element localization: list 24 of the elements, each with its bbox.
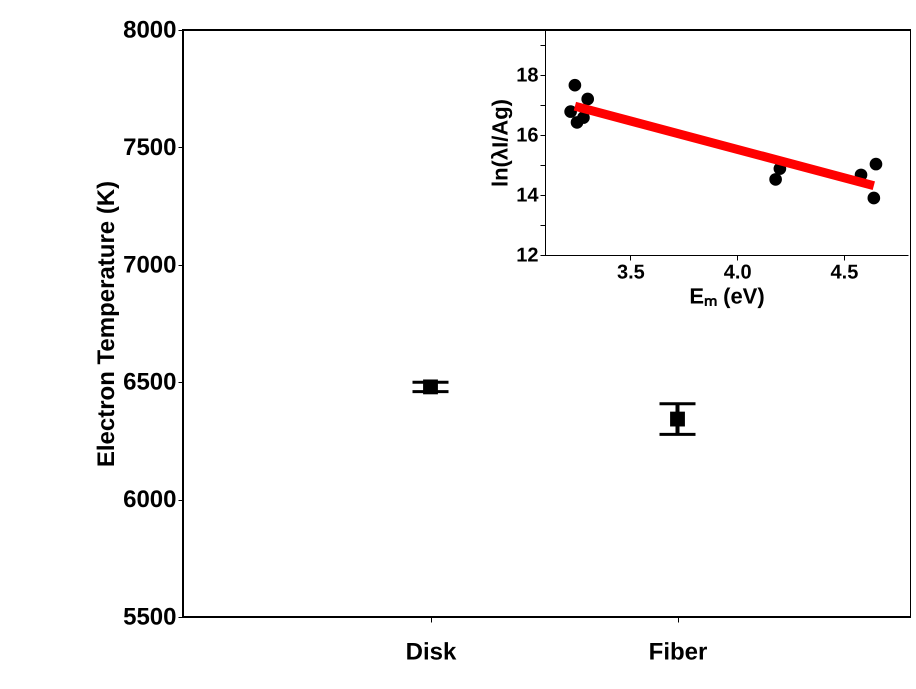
point	[564, 105, 577, 118]
y-tick-label: 18	[516, 64, 538, 86]
x-axis-title: Eₘ (eV)	[689, 284, 765, 308]
x-tick-label: Disk	[406, 638, 457, 666]
point	[868, 192, 880, 204]
point	[870, 158, 882, 170]
y-tick-label: 6500	[123, 368, 176, 396]
y-tick-label: 14	[516, 184, 540, 206]
y-tick-label: 7500	[123, 134, 176, 161]
point	[769, 173, 782, 186]
x-tick-label: 4.5	[830, 262, 858, 284]
y-tick-label: 6000	[123, 486, 176, 514]
y-tick-label: 5500	[123, 604, 176, 630]
y-tick-label: 12	[516, 244, 538, 266]
x-tick-label: 3.5	[617, 262, 645, 284]
y-tick-label: 16	[516, 124, 538, 146]
point	[568, 78, 582, 92]
y-axis-title: Electron Temperature (K)	[93, 180, 120, 468]
point	[581, 92, 594, 106]
y-axis-title: ln(λI/Ag)	[487, 99, 512, 187]
x-tick-label: Fiber	[648, 638, 708, 666]
y-tick-label: 7000	[123, 251, 176, 278]
x-tick-label: 4.0	[724, 262, 752, 284]
y-tick-label: 8000	[123, 16, 176, 44]
